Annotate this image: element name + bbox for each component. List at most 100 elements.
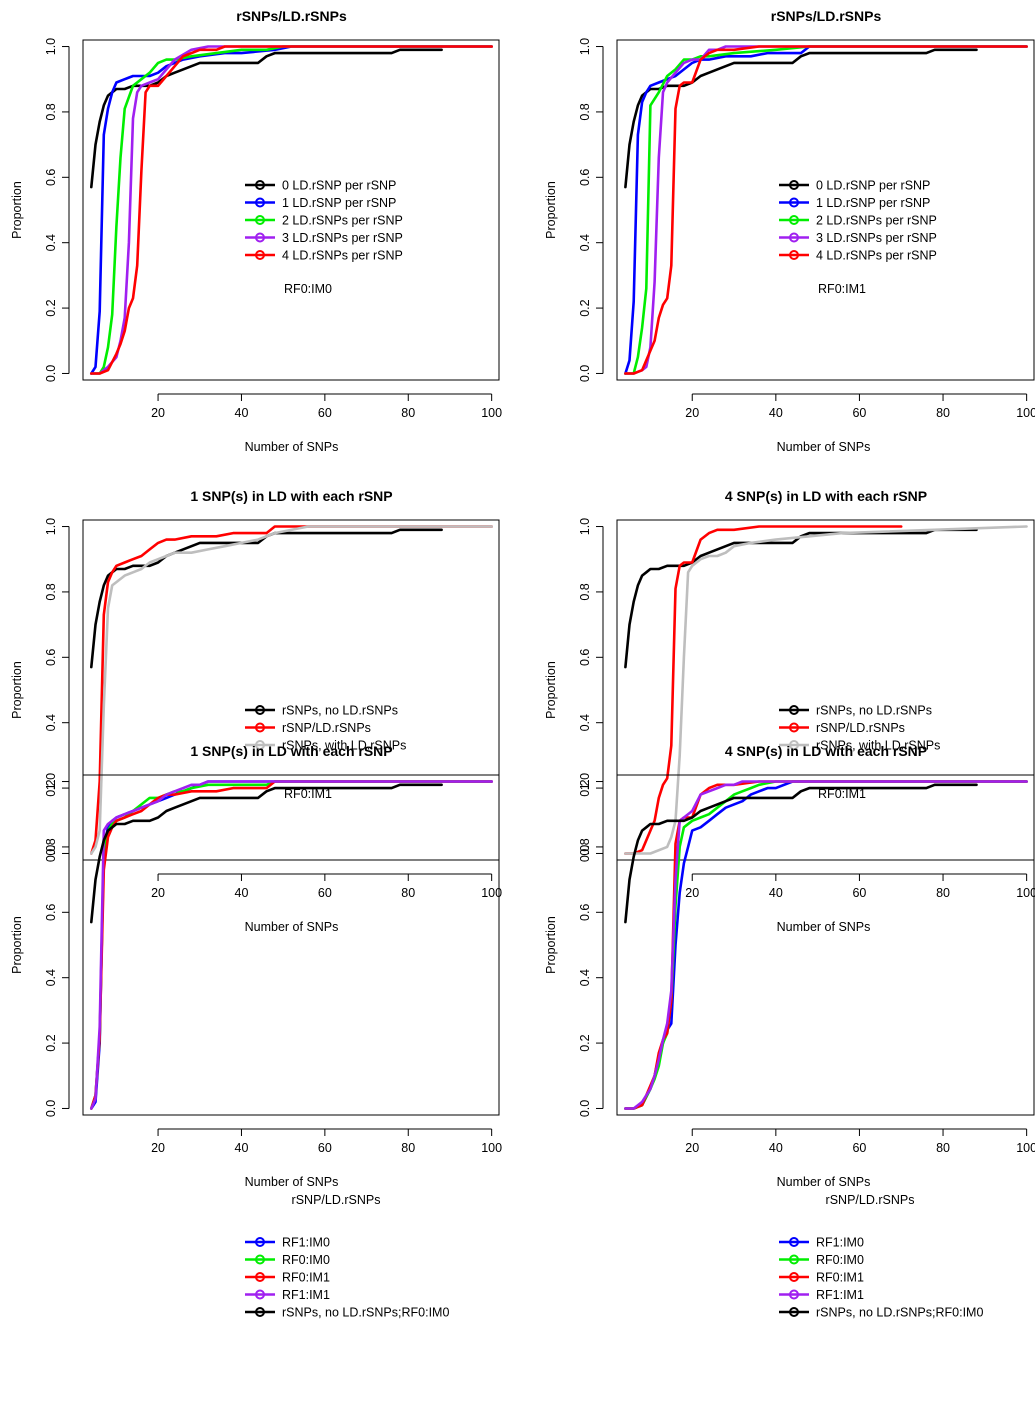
legend-marker <box>789 250 799 260</box>
x-tick-label: 40 <box>769 886 783 900</box>
legend-entry: 1 LD.rSNP per rSNP <box>282 196 396 210</box>
x-tick-label: 80 <box>936 1141 950 1155</box>
legend-entry: 3 LD.rSNPs per rSNP <box>816 231 937 245</box>
series-line-2 <box>624 45 1028 375</box>
series-line-4 <box>624 45 1028 375</box>
legend-entry: RF1:IM0 <box>816 1236 864 1250</box>
legend-marker <box>255 1237 265 1247</box>
x-tick-label: 60 <box>852 886 866 900</box>
legend-entry: RF1:IM1 <box>816 1288 864 1302</box>
x-tick-label: 100 <box>481 1141 502 1155</box>
series-line-5 <box>90 45 494 375</box>
x-tick-label: 80 <box>401 406 415 420</box>
series-line-3 <box>90 45 494 375</box>
x-tick-label: 100 <box>481 886 502 900</box>
legend-entry: RF0:IM1 <box>282 1271 330 1285</box>
legend-marker <box>255 180 265 190</box>
plot-frame <box>616 39 1035 381</box>
series-line-2 <box>90 45 494 375</box>
x-tick-label: 80 <box>936 886 950 900</box>
x-tick-label: 100 <box>1016 406 1035 420</box>
x-axis-label: Number of SNPs <box>777 1175 871 1189</box>
y-tick-label: 1.0 <box>44 38 58 55</box>
x-tick-label: 40 <box>769 406 783 420</box>
x-axis-label: Number of SNPs <box>777 440 871 454</box>
y-axis-label: Proportion <box>544 181 558 239</box>
y-tick-label: 0.2 <box>578 779 592 796</box>
y-tick-label: 1.0 <box>44 773 58 790</box>
series-line-5 <box>624 783 978 924</box>
y-tick-label: 0.4 <box>578 969 592 986</box>
x-tick-label: 60 <box>852 406 866 420</box>
y-tick-label: 0.2 <box>578 1034 592 1051</box>
series-line-2 <box>90 780 494 1110</box>
plot-frame <box>82 774 500 1116</box>
y-tick-label: 0.2 <box>44 299 58 316</box>
legend-marker <box>255 1289 265 1300</box>
series-line-3 <box>624 780 1028 1110</box>
legend-marker <box>255 1272 265 1282</box>
y-tick-label: 0.2 <box>44 779 58 796</box>
y-tick-label: 0.2 <box>578 299 592 316</box>
chart-title: rSNPs/LD.rSNPs <box>236 8 347 24</box>
chart-panel-5: 1 SNP(s) in LD with each rSNP 20 40 60 80 100… <box>10 743 502 1320</box>
panel-annotation: RF0:IM0 <box>284 282 332 296</box>
x-tick-label: 20 <box>151 1141 165 1155</box>
legend-entry: 4 LD.rSNPs per rSNP <box>816 249 937 263</box>
x-tick-label: 80 <box>936 406 950 420</box>
legend-entry: rSNPs, no LD.rSNPs;RF0:IM0 <box>816 1306 983 1320</box>
legend-entry: RF0:IM0 <box>282 1253 330 1267</box>
series-line-3 <box>90 780 494 1110</box>
series-line-1 <box>624 780 1028 1110</box>
y-tick-label: 0.0 <box>578 365 592 382</box>
series-line-2 <box>624 780 1028 1110</box>
y-tick-label: 0.4 <box>44 969 58 986</box>
legend-marker <box>255 705 265 715</box>
y-tick-label: 0.6 <box>44 649 58 666</box>
series-line-4 <box>90 780 494 1110</box>
y-tick-label: 0.4 <box>44 234 58 251</box>
legend-entry: 0 LD.rSNP per rSNP <box>282 179 396 193</box>
series-line-1 <box>90 528 443 669</box>
x-tick-label: 20 <box>685 406 699 420</box>
legend-marker <box>789 1289 799 1300</box>
legend-marker <box>789 1272 799 1282</box>
panel-annotation: RF0:IM1 <box>284 787 332 801</box>
series-line-4 <box>624 780 1028 1110</box>
series-line-2 <box>90 525 494 855</box>
chart-title: 1 SNP(s) in LD with each rSNP <box>190 488 392 504</box>
chart-title: 4 SNP(s) in LD with each rSNP <box>725 488 927 504</box>
plot-frame <box>82 519 500 861</box>
x-tick-label: 60 <box>852 1141 866 1155</box>
x-tick-label: 60 <box>318 1141 332 1155</box>
y-tick-label: 0.4 <box>578 714 592 731</box>
legend-marker <box>789 740 799 750</box>
y-tick-label: 0.4 <box>578 234 592 251</box>
legend-marker <box>255 232 265 243</box>
legend-entry: rSNPs, no LD.rSNPs <box>816 704 932 718</box>
x-tick-label: 100 <box>1016 1141 1035 1155</box>
y-axis-label: Proportion <box>544 916 558 974</box>
chart-panel-3: 1 SNP(s) in LD with each rSNP 20 40 60 80 100… <box>10 488 502 934</box>
series-line-3 <box>624 525 1028 855</box>
series-line-5 <box>624 45 1028 375</box>
chart-title: 4 SNP(s) in LD with each rSNP <box>725 743 927 759</box>
legend-entry: RF1:IM0 <box>282 1236 330 1250</box>
legend-entry: rSNPs, no LD.rSNPs;RF0:IM0 <box>282 1306 449 1320</box>
chart-panel-1: rSNPs/LD.rSNPs 20 40 60 80 100 0.0 0.2 0.4 0.6 0.8… <box>10 8 502 454</box>
series-line-1 <box>624 528 978 669</box>
x-tick-label: 40 <box>235 886 249 900</box>
chart-panel-4: 4 SNP(s) in LD with each rSNP 20 40 60 80 100… <box>544 488 1035 934</box>
series-line-3 <box>624 45 1028 375</box>
plot-frame <box>82 39 500 381</box>
y-axis-label: Proportion <box>10 181 24 239</box>
series-line-5 <box>90 783 443 924</box>
y-tick-label: 0.6 <box>578 649 592 666</box>
legend-entry: 1 LD.rSNP per rSNP <box>816 196 930 210</box>
legend-marker <box>789 705 799 715</box>
legend-marker <box>789 722 799 733</box>
legend-marker <box>789 1307 799 1317</box>
y-tick-label: 0.8 <box>44 103 58 120</box>
legend-marker <box>789 232 799 243</box>
